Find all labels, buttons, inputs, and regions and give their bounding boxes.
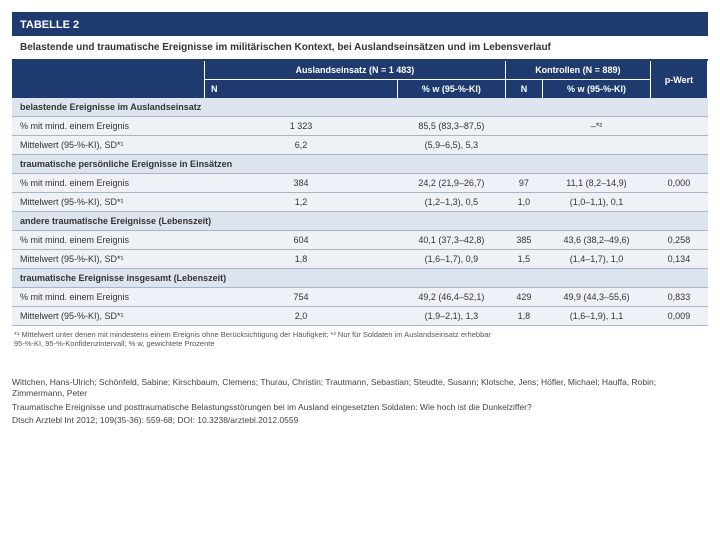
- table-footnote: *¹ Mittelwert unter denen mit mindestens…: [12, 326, 708, 351]
- cell-p: [650, 136, 707, 155]
- col-group2: Kontrollen (N = 889): [505, 61, 650, 80]
- section-header: belastende Ereignisse im Auslandseinsatz: [12, 98, 708, 117]
- cell-p: [650, 117, 707, 136]
- col-n1: N: [205, 80, 398, 99]
- col-group1: Auslandseinsatz (N = 1 483): [205, 61, 506, 80]
- cell-pct1: (1,2–1,3), 0,5: [398, 193, 506, 212]
- cell-pct2: –*²: [543, 117, 651, 136]
- cell-pct1: (5,9–6,5), 5,3: [398, 136, 506, 155]
- cell-n2: 385: [505, 231, 542, 250]
- cell-p: 0,134: [650, 250, 707, 269]
- citation-title: Traumatische Ereignisse und posttraumati…: [12, 402, 708, 413]
- table-row: Mittelwert (95-%-KI), SD*¹1,2(1,2–1,3), …: [12, 193, 708, 212]
- cell-n1: 384: [205, 174, 398, 193]
- cell-pct2: (1,6–1,9), 1,1: [543, 307, 651, 326]
- cell-n2: [505, 117, 542, 136]
- cell-pct1: (1,6–1,7), 0,9: [398, 250, 506, 269]
- section-header: andere traumatische Ereignisse (Lebensze…: [12, 212, 708, 231]
- cell-pct2: 11,1 (8,2–14,9): [543, 174, 651, 193]
- table-caption: Belastende und traumatische Ereignisse i…: [12, 36, 708, 61]
- cell-n2: 429: [505, 288, 542, 307]
- cell-n1: 1,8: [205, 250, 398, 269]
- cell-pct1: 85,5 (83,3–87,5): [398, 117, 506, 136]
- cell-pct1: 24,2 (21,9–26,7): [398, 174, 506, 193]
- table-row: % mit mind. einem Ereignis1 32385,5 (83,…: [12, 117, 708, 136]
- cell-label: Mittelwert (95-%-KI), SD*¹: [12, 250, 205, 269]
- section-header: traumatische persönliche Ereignisse in E…: [12, 155, 708, 174]
- cell-pct2: 43,6 (38,2–49,6): [543, 231, 651, 250]
- cell-label: Mittelwert (95-%-KI), SD*¹: [12, 307, 205, 326]
- cell-n1: 2,0: [205, 307, 398, 326]
- cell-label: % mit mind. einem Ereignis: [12, 288, 205, 307]
- table-row: % mit mind. einem Ereignis60440,1 (37,3–…: [12, 231, 708, 250]
- cell-label: Mittelwert (95-%-KI), SD*¹: [12, 136, 205, 155]
- cell-n1: 754: [205, 288, 398, 307]
- citation-journal: Dtsch Arztebl Int 2012; 109(35-36): 559-…: [12, 415, 708, 426]
- cell-n1: 1,2: [205, 193, 398, 212]
- citation-authors: Wittchen, Hans-Ulrich; Schönfeld, Sabine…: [12, 377, 708, 400]
- cell-p: [650, 193, 707, 212]
- table-row: Mittelwert (95-%-KI), SD*¹6,2(5,9–6,5), …: [12, 136, 708, 155]
- cell-pct2: (1,0–1,1), 0,1: [543, 193, 651, 212]
- cell-n1: 1 323: [205, 117, 398, 136]
- section-header: traumatische Ereignisse insgesamt (Leben…: [12, 269, 708, 288]
- cell-p: 0,000: [650, 174, 707, 193]
- cell-pct2: (1,4–1,7), 1,0: [543, 250, 651, 269]
- cell-label: Mittelwert (95-%-KI), SD*¹: [12, 193, 205, 212]
- cell-n1: 6,2: [205, 136, 398, 155]
- cell-pct2: [543, 136, 651, 155]
- cell-p: 0,833: [650, 288, 707, 307]
- table-row: % mit mind. einem Ereignis75449,2 (46,4–…: [12, 288, 708, 307]
- cell-pct1: 40,1 (37,3–42,8): [398, 231, 506, 250]
- cell-n2: 97: [505, 174, 542, 193]
- cell-n2: 1,8: [505, 307, 542, 326]
- cell-pct1: 49,2 (46,4–52,1): [398, 288, 506, 307]
- table-row: Mittelwert (95-%-KI), SD*¹1,8(1,6–1,7), …: [12, 250, 708, 269]
- col-n2: N: [505, 80, 542, 99]
- cell-p: 0,258: [650, 231, 707, 250]
- cell-p: 0,009: [650, 307, 707, 326]
- col-pvalue: p-Wert: [650, 61, 707, 98]
- cell-pct2: 49,9 (44,3–55,6): [543, 288, 651, 307]
- cell-n2: 1,0: [505, 193, 542, 212]
- col-rowlabel: [12, 61, 205, 98]
- table-body: belastende Ereignisse im Auslandseinsatz…: [12, 98, 708, 326]
- cell-n2: [505, 136, 542, 155]
- data-table: Auslandseinsatz (N = 1 483) Kontrollen (…: [12, 61, 708, 326]
- cell-label: % mit mind. einem Ereignis: [12, 174, 205, 193]
- cell-label: % mit mind. einem Ereignis: [12, 117, 205, 136]
- cell-n1: 604: [205, 231, 398, 250]
- cell-label: % mit mind. einem Ereignis: [12, 231, 205, 250]
- col-pct1: % w (95-%-KI): [398, 80, 506, 99]
- col-pct2: % w (95-%-KI): [543, 80, 651, 99]
- table-container: TABELLE 2 Belastende und traumatische Er…: [12, 12, 708, 351]
- cell-pct1: (1,9–2,1), 1,3: [398, 307, 506, 326]
- cell-n2: 1,5: [505, 250, 542, 269]
- citation-block: Wittchen, Hans-Ulrich; Schönfeld, Sabine…: [12, 377, 708, 427]
- table-row: % mit mind. einem Ereignis38424,2 (21,9–…: [12, 174, 708, 193]
- table-row: Mittelwert (95-%-KI), SD*¹2,0(1,9–2,1), …: [12, 307, 708, 326]
- table-banner: TABELLE 2: [12, 12, 708, 36]
- table-head: Auslandseinsatz (N = 1 483) Kontrollen (…: [12, 61, 708, 98]
